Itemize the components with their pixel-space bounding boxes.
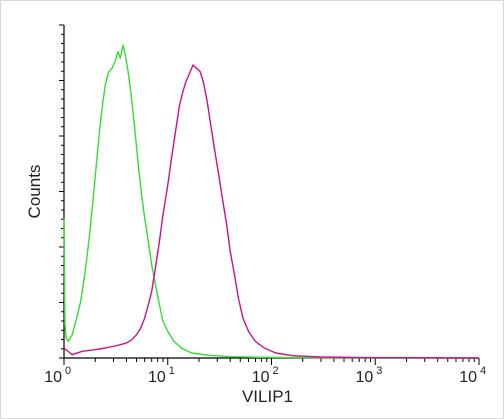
x-tick-label-exponent: 0 xyxy=(65,365,71,377)
x-tick-label-base: 10 xyxy=(355,369,373,386)
y-axis-label: Counts xyxy=(25,165,44,219)
x-tick-labels: 10 0 10 1 10 2 10 3 10 4 xyxy=(44,365,486,386)
y-minor-ticks xyxy=(59,24,64,359)
x-tick-label-base: 10 xyxy=(252,369,270,386)
x-tick-label-base: 10 xyxy=(44,369,62,386)
x-tick-label-exponent: 1 xyxy=(169,365,175,377)
histogram-series-2 xyxy=(63,64,480,359)
histogram-series-1 xyxy=(63,44,479,359)
x-tick-label-base: 10 xyxy=(459,369,477,386)
series-group xyxy=(63,44,480,359)
axes xyxy=(63,25,479,359)
x-tick-label-exponent: 4 xyxy=(480,365,486,377)
x-minor-ticks xyxy=(63,358,480,365)
x-tick-label-exponent: 2 xyxy=(273,365,279,377)
x-tick-label-base: 10 xyxy=(148,369,166,386)
x-tick-label-exponent: 3 xyxy=(376,365,382,377)
x-axis-label: VILIP1 xyxy=(242,387,293,406)
